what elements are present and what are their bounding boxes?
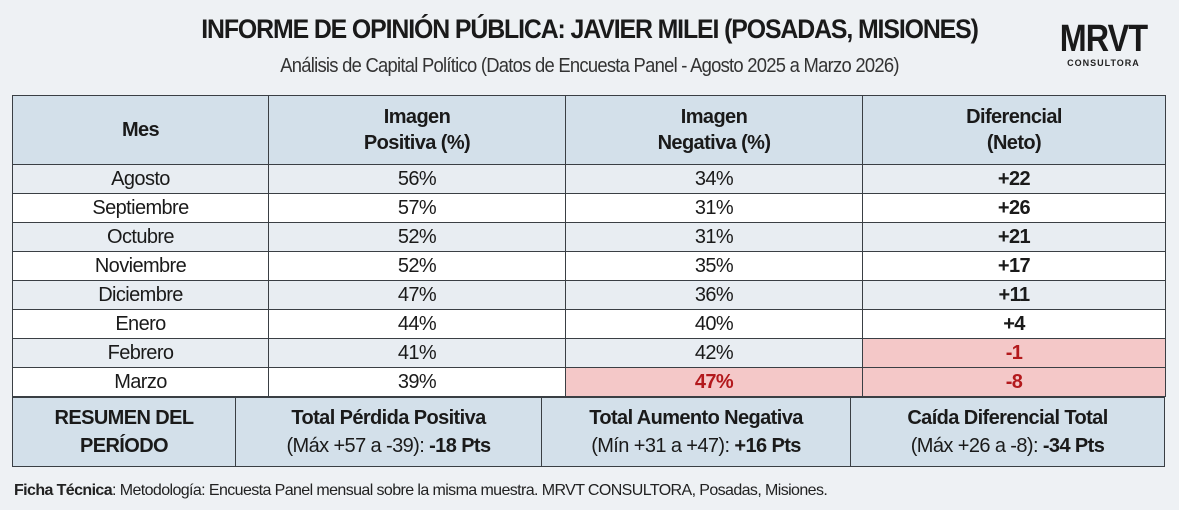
differential-cell: +11 bbox=[862, 280, 1166, 310]
table-header: Mes Imagen Positiva (%) Imagen Negativa (%… bbox=[12, 95, 1166, 165]
col-mes: Mes bbox=[12, 95, 269, 165]
positive-cell: 44% bbox=[268, 309, 566, 339]
positive-cell: 57% bbox=[268, 193, 566, 223]
positive-cell: 56% bbox=[268, 164, 566, 194]
report-title: INFORME DE OPINIÓN PÚBLICA: JAVIER MILEI… bbox=[201, 14, 979, 44]
positive-cell: 47% bbox=[268, 280, 566, 310]
negative-cell: 47% bbox=[565, 367, 863, 397]
differential-cell: -1 bbox=[862, 338, 1166, 368]
month-cell: Noviembre bbox=[12, 251, 269, 281]
month-cell: Octubre bbox=[12, 222, 269, 252]
differential-cell: +21 bbox=[862, 222, 1166, 252]
month-cell: Septiembre bbox=[12, 193, 269, 223]
month-cell: Febrero bbox=[12, 338, 269, 368]
negative-cell: 31% bbox=[565, 222, 863, 252]
table-row: Diciembre 47% 36% +11 bbox=[12, 280, 1166, 310]
table-row: Marzo 39% 47% -8 bbox=[12, 367, 1166, 397]
month-cell: Agosto bbox=[12, 164, 269, 194]
col-positiva: Imagen Positiva (%) bbox=[268, 95, 566, 165]
negative-cell: 31% bbox=[565, 193, 863, 223]
month-cell: Diciembre bbox=[12, 280, 269, 310]
table-row: Agosto 56% 34% +22 bbox=[12, 164, 1166, 194]
differential-cell: +4 bbox=[862, 309, 1166, 339]
summary-label: RESUMEN DEL PERÍODO bbox=[13, 398, 236, 466]
differential-cell: +26 bbox=[862, 193, 1166, 223]
table-row: Noviembre 52% 35% +17 bbox=[12, 251, 1166, 281]
negative-cell: 34% bbox=[565, 164, 863, 194]
negative-cell: 35% bbox=[565, 251, 863, 281]
logo-sub: CONSULTORA bbox=[1067, 58, 1140, 68]
table-row: Septiembre 57% 31% +26 bbox=[12, 193, 1166, 223]
negative-cell: 40% bbox=[565, 309, 863, 339]
positive-cell: 52% bbox=[268, 251, 566, 281]
table-row: Octubre 52% 31% +21 bbox=[12, 222, 1166, 252]
positive-cell: 52% bbox=[268, 222, 566, 252]
differential-cell: +22 bbox=[862, 164, 1166, 194]
summary-row: RESUMEN DEL PERÍODO Total Pérdida Positiv… bbox=[12, 397, 1165, 467]
month-cell: Enero bbox=[12, 309, 269, 339]
table-row: Febrero 41% 42% -1 bbox=[12, 338, 1166, 368]
positive-cell: 41% bbox=[268, 338, 566, 368]
technical-note: Ficha Técnica: Metodología: Encuesta Pan… bbox=[14, 482, 828, 499]
differential-cell: +17 bbox=[862, 251, 1166, 281]
mrvt-logo: MRVT CONSULTORA bbox=[1052, 20, 1155, 68]
col-diferencial: Diferencial (Neto) bbox=[862, 95, 1166, 165]
summary-negative: Total Aumento Negativa (Mín +31 a +47): +… bbox=[542, 398, 851, 466]
table-row: Enero 44% 40% +4 bbox=[12, 309, 1166, 339]
col-negativa: Imagen Negativa (%) bbox=[565, 95, 863, 165]
report-subtitle: Análisis de Capital Político (Datos de E… bbox=[280, 55, 899, 77]
summary-differential: Caída Diferencial Total (Máx +26 a -8): -… bbox=[907, 407, 1108, 457]
negative-cell: 42% bbox=[565, 338, 863, 368]
logo-main: MRVT bbox=[1059, 18, 1148, 60]
opinion-table: Mes Imagen Positiva (%) Imagen Negativa (%… bbox=[12, 95, 1166, 397]
differential-cell: -8 bbox=[862, 367, 1166, 397]
positive-cell: 39% bbox=[268, 367, 566, 397]
summary-positive: Total Pérdida Positiva (Máx +57 a -39): -… bbox=[236, 398, 542, 466]
negative-cell: 36% bbox=[565, 280, 863, 310]
month-cell: Marzo bbox=[12, 367, 269, 397]
